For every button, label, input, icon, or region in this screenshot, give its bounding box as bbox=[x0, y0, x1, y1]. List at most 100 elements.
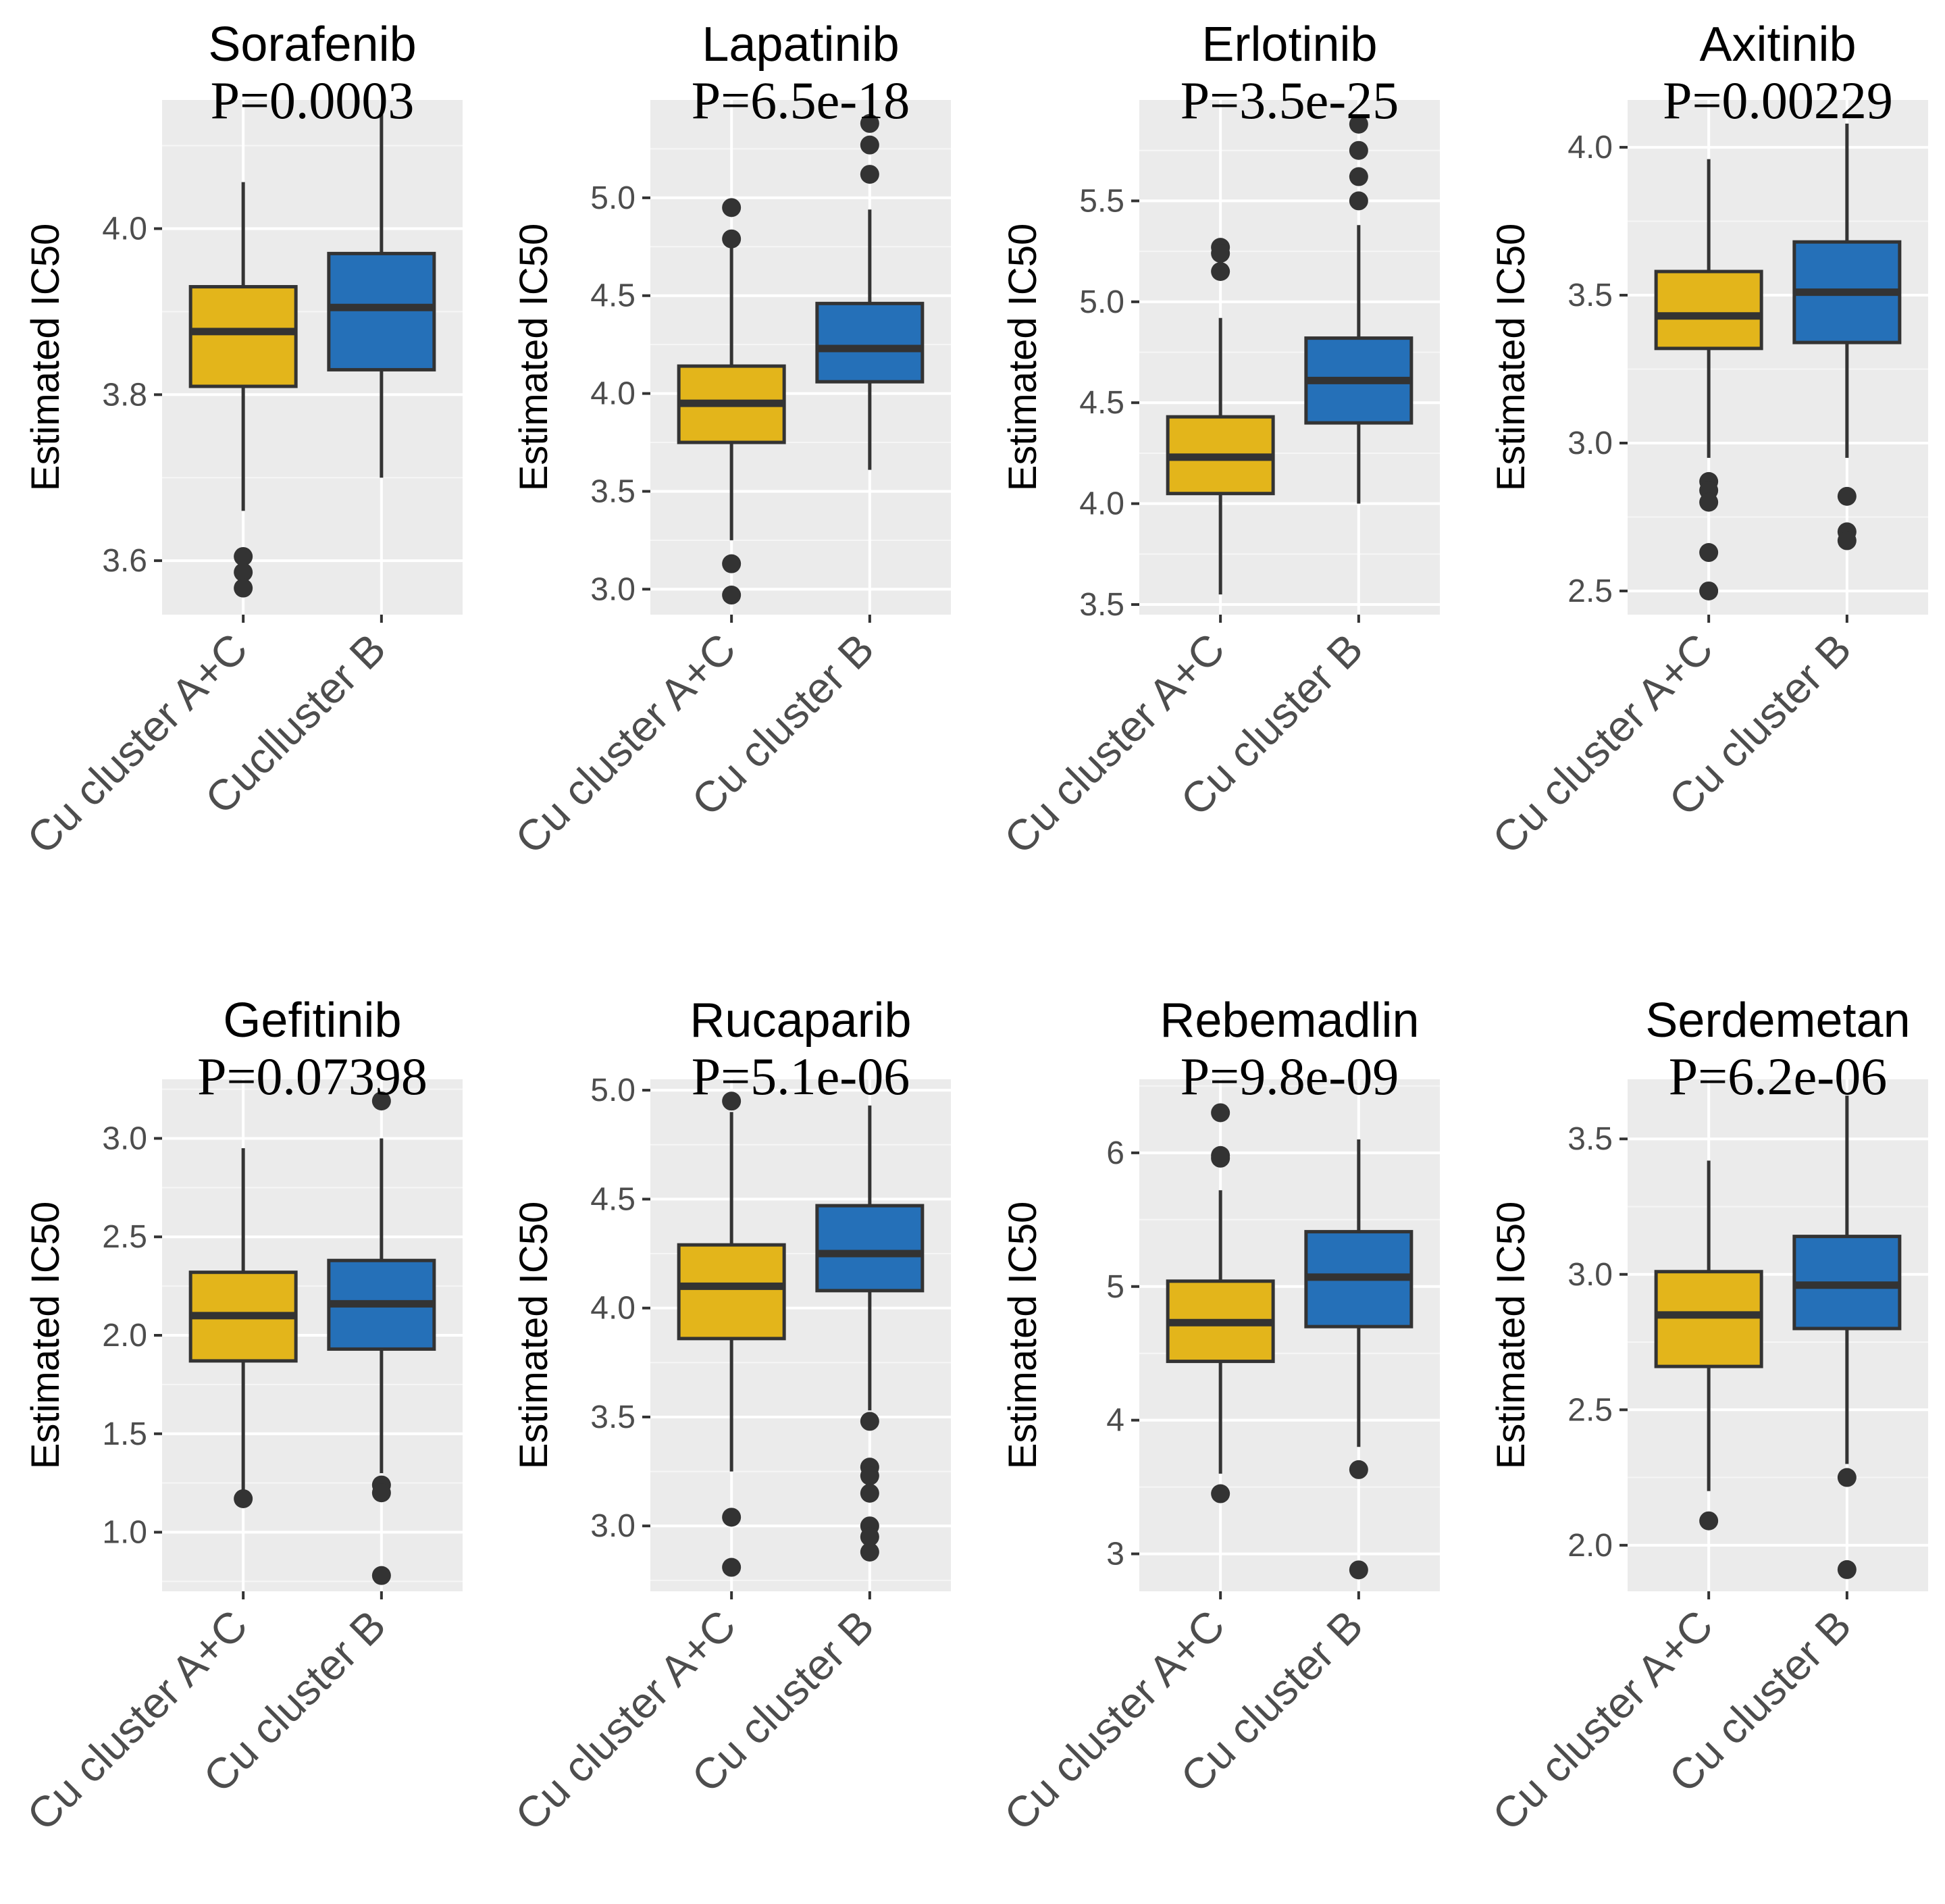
iqr-box bbox=[677, 1243, 786, 1341]
y-tick-label: 3.5 bbox=[590, 473, 636, 509]
iqr-box bbox=[188, 285, 298, 388]
outlier-point bbox=[1837, 1468, 1857, 1487]
x-category-label: Cu cluster A+C bbox=[1483, 624, 1722, 863]
y-tick-label: 4.5 bbox=[590, 278, 636, 314]
outlier-point bbox=[234, 578, 253, 598]
y-tick-label: 4.5 bbox=[590, 1181, 636, 1217]
y-tick-label: 5 bbox=[1106, 1269, 1124, 1305]
box-cluster-ac bbox=[1166, 238, 1275, 595]
y-tick-label: 2.5 bbox=[102, 1219, 147, 1255]
y-tick-label: 5.0 bbox=[590, 180, 636, 216]
outlier-point bbox=[1349, 167, 1368, 186]
outlier-point bbox=[234, 1489, 253, 1508]
box-cluster-b bbox=[1304, 114, 1414, 504]
drug-title: Serdemetan bbox=[1645, 994, 1910, 1048]
outlier-point bbox=[860, 1466, 879, 1486]
box-cluster-ac bbox=[1166, 1103, 1275, 1503]
outlier-point bbox=[234, 563, 253, 582]
outlier-point bbox=[1211, 1148, 1230, 1168]
outlier-point bbox=[722, 1508, 742, 1527]
p-value-label: P=5.1e-06 bbox=[692, 1047, 910, 1106]
p-value-label: P=9.8e-09 bbox=[1181, 1047, 1399, 1106]
outlier-point bbox=[1699, 581, 1719, 600]
drug-title: Sorafenib bbox=[208, 18, 416, 72]
y-tick-label: 2.5 bbox=[1567, 1392, 1613, 1428]
outlier-point bbox=[1211, 1103, 1230, 1123]
iqr-box bbox=[1654, 269, 1763, 351]
panel-background bbox=[1628, 100, 1928, 615]
y-tick-label: 3.0 bbox=[102, 1121, 147, 1156]
y-axis-title: Estimated IC50 bbox=[1489, 1202, 1533, 1470]
outlier-point bbox=[1349, 191, 1368, 211]
outlier-point bbox=[722, 554, 742, 573]
outlier-point bbox=[1349, 1460, 1368, 1479]
box-cluster-b bbox=[815, 113, 925, 470]
y-tick-label: 4 bbox=[1106, 1403, 1124, 1439]
x-category-label: Cu cluster A+C bbox=[506, 624, 745, 863]
iqr-box bbox=[815, 1204, 925, 1293]
y-tick-label: 4.0 bbox=[590, 1291, 636, 1327]
outlier-point bbox=[722, 229, 742, 249]
y-tick-label: 4.0 bbox=[102, 211, 147, 247]
outlier-point bbox=[1211, 1484, 1230, 1503]
outlier-point bbox=[1699, 543, 1719, 563]
y-axis-title: Estimated IC50 bbox=[1001, 1202, 1045, 1470]
y-tick-label: 3.5 bbox=[1567, 278, 1613, 313]
outlier-point bbox=[1349, 1560, 1368, 1580]
y-axis-title: Estimated IC50 bbox=[24, 1202, 68, 1470]
outlier-point bbox=[1837, 531, 1857, 550]
y-tick-label: 5.5 bbox=[1079, 183, 1124, 219]
drug-title: Gefitinib bbox=[223, 994, 401, 1048]
y-tick-label: 4.0 bbox=[590, 376, 636, 412]
p-value-label: P=0.07398 bbox=[197, 1047, 427, 1106]
y-tick-label: 3.8 bbox=[102, 377, 147, 413]
outlier-point bbox=[860, 1527, 879, 1547]
chart-panel-rucaparib: 3.0 3.5 4.0 4.5 5.0 Estimated IC50 Cu cluster … bbox=[506, 994, 951, 1840]
p-value-label: P=3.5e-25 bbox=[1181, 71, 1399, 130]
box-cluster-b bbox=[1792, 124, 1902, 550]
box-cluster-ac bbox=[1654, 159, 1763, 600]
x-category-label: Cu cluster A+C bbox=[506, 1601, 745, 1840]
outlier-point bbox=[371, 1091, 391, 1111]
y-tick-label: 3.5 bbox=[590, 1399, 636, 1435]
outlier-point bbox=[722, 1558, 742, 1577]
iqr-box bbox=[327, 251, 436, 371]
y-tick-label: 3.5 bbox=[1567, 1121, 1613, 1157]
y-tick-label: 5.0 bbox=[590, 1073, 636, 1108]
y-axis-title: Estimated IC50 bbox=[1001, 224, 1045, 492]
outlier-point bbox=[860, 135, 879, 155]
outlier-point bbox=[860, 113, 879, 133]
y-tick-label: 1.5 bbox=[102, 1416, 147, 1452]
outlier-point bbox=[1837, 486, 1857, 506]
outlier-point bbox=[371, 1566, 391, 1585]
chart-panel-axitinib: 2.5 3.0 3.5 4.0 Estimated IC50 Cu cluster A+C… bbox=[1483, 18, 1928, 863]
y-tick-label: 6 bbox=[1106, 1135, 1124, 1171]
y-tick-label: 2.0 bbox=[1567, 1528, 1613, 1564]
p-value-label: P=6.2e-06 bbox=[1669, 1047, 1887, 1106]
chart-panel-erlotinib: 3.5 4.0 4.5 5.0 5.5 Estimated IC50 Cu cluster … bbox=[995, 18, 1440, 863]
chart-panel-lapatinib: 3.0 3.5 4.0 4.5 5.0 Estimated IC50 Cu cluster … bbox=[506, 18, 951, 863]
x-category-label: Cu cluster A+C bbox=[995, 624, 1234, 863]
box-cluster-ac bbox=[188, 1148, 298, 1508]
iqr-box bbox=[1654, 1270, 1763, 1368]
y-axis-title: Estimated IC50 bbox=[1489, 224, 1533, 492]
y-axis-title: Estimated IC50 bbox=[512, 224, 556, 492]
y-tick-label: 1.0 bbox=[102, 1515, 147, 1551]
box-cluster-b bbox=[815, 1105, 925, 1562]
drug-title: Erlotinib bbox=[1201, 18, 1377, 72]
outlier-point bbox=[1211, 262, 1230, 281]
x-category-label: Cu cluster A+C bbox=[995, 1601, 1234, 1840]
outlier-point bbox=[371, 1483, 391, 1503]
box-cluster-ac bbox=[1654, 1160, 1763, 1530]
x-category-label: Cu cluster A+C bbox=[1483, 1601, 1722, 1840]
box-cluster-b bbox=[327, 1091, 436, 1585]
outlier-point bbox=[860, 1483, 879, 1503]
y-tick-label: 3.0 bbox=[1567, 1257, 1613, 1293]
box-cluster-ac bbox=[677, 198, 786, 605]
x-category-label: Cu cluster A+C bbox=[18, 1601, 257, 1840]
chart-panel-serdemetan: 2.0 2.5 3.0 3.5 Estimated IC50 Cu cluster A+C… bbox=[1483, 994, 1928, 1840]
y-tick-label: 2.5 bbox=[1567, 573, 1613, 609]
